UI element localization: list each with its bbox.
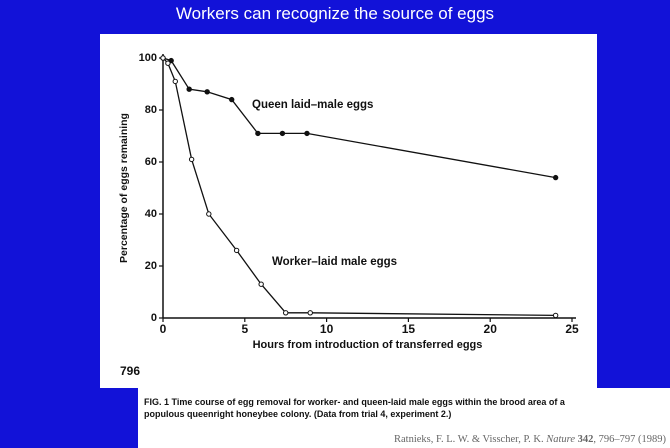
chart-panel bbox=[100, 34, 597, 388]
y-axis-label: Percentage of eggs remaining bbox=[118, 113, 130, 263]
data-point bbox=[186, 86, 192, 92]
y-tick-label: 80 bbox=[145, 104, 157, 116]
x-tick-label: 20 bbox=[484, 322, 498, 336]
data-point bbox=[172, 78, 178, 85]
data-point bbox=[552, 174, 559, 181]
data-point bbox=[204, 89, 210, 95]
y-tick-label: 0 bbox=[151, 312, 157, 324]
y-tick-label: 60 bbox=[145, 156, 157, 168]
data-point bbox=[279, 130, 286, 137]
data-point bbox=[206, 211, 212, 217]
caption-box: FIG. 1 Time course of egg removal for wo… bbox=[138, 388, 670, 448]
y-tick-label: 20 bbox=[145, 260, 157, 272]
data-point bbox=[229, 96, 235, 103]
x-tick-label: 15 bbox=[402, 322, 416, 336]
data-point bbox=[255, 130, 261, 137]
x-axis-label: Hours from introduction of transferred e… bbox=[253, 339, 483, 351]
data-point bbox=[307, 310, 313, 316]
y-tick-label: 40 bbox=[145, 208, 157, 220]
citation-volume: 342 bbox=[575, 434, 594, 445]
data-point bbox=[233, 247, 240, 254]
series-label: Worker–laid male eggs bbox=[272, 256, 397, 268]
caption: FIG. 1 Time course of egg removal for wo… bbox=[144, 397, 565, 419]
data-point bbox=[188, 156, 195, 163]
data-point bbox=[165, 60, 171, 66]
data-point bbox=[258, 281, 264, 287]
x-tick-label: 5 bbox=[241, 322, 248, 336]
data-point bbox=[552, 312, 559, 319]
x-tick-label: 0 bbox=[160, 322, 167, 336]
citation-journal: Nature bbox=[546, 434, 575, 445]
citation: Ratnieks, F. L. W. & Visscher, P. K. Nat… bbox=[394, 434, 666, 445]
citation-authors: Ratnieks, F. L. W. & Visscher, P. K. bbox=[394, 434, 547, 445]
y-tick-label: 100 bbox=[139, 52, 157, 64]
page-number: 796 bbox=[120, 364, 140, 378]
data-point bbox=[304, 130, 310, 137]
series-label: Queen laid–male eggs bbox=[252, 99, 373, 111]
data-point bbox=[160, 55, 166, 61]
x-tick-label: 25 bbox=[565, 322, 579, 336]
x-tick-label: 10 bbox=[320, 322, 334, 336]
series-line bbox=[162, 57, 556, 317]
data-point bbox=[283, 310, 289, 316]
citation-pages: , 796–797 (1989) bbox=[593, 434, 666, 445]
slide-title: Workers can recognize the source of eggs bbox=[175, 4, 495, 23]
